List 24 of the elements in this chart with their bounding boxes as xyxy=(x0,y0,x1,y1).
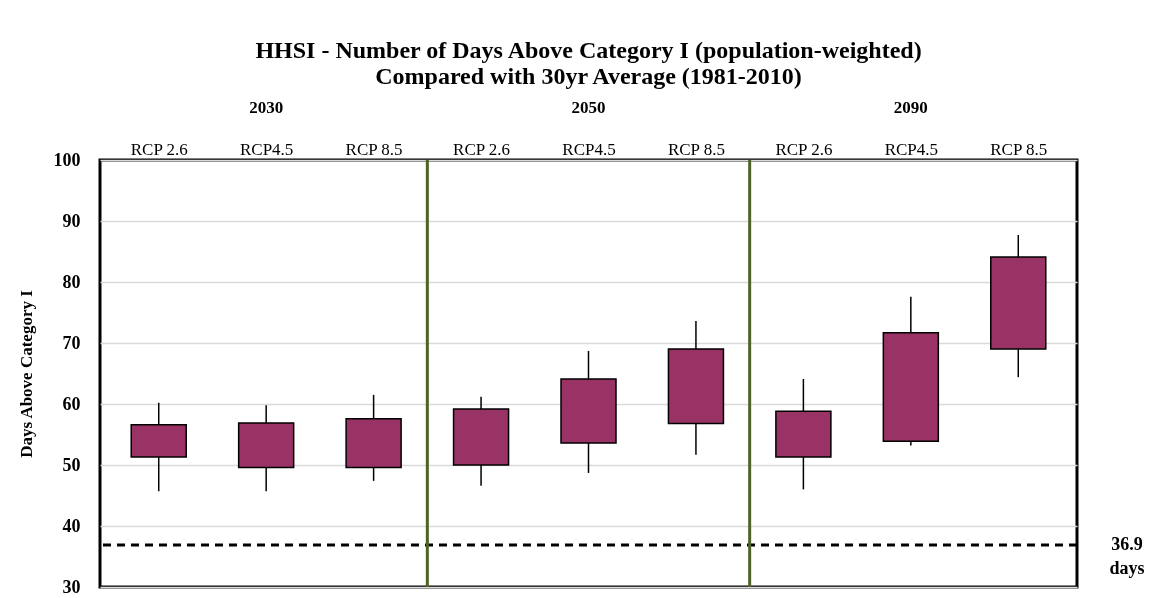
x-tick-label: RCP 8.5 xyxy=(990,139,1048,159)
text: 2090 xyxy=(893,98,928,117)
y-tick-label: 90 xyxy=(62,210,81,231)
y-tick-label: 80 xyxy=(62,271,81,292)
y-tick-label: 30 xyxy=(62,576,81,597)
chart-subtitle: Compared with 30yr Average (1981-2010) xyxy=(375,63,802,89)
chart-title: HHSI - Number of Days Above Category I (population-weighted) xyxy=(255,37,922,63)
y-tick-label: 60 xyxy=(62,393,81,414)
ref-line-label: 36.9 days xyxy=(1109,533,1145,578)
y-tick-label: 50 xyxy=(62,454,81,475)
x-tick-label: RCP4.5 xyxy=(884,139,939,159)
y-tick-label: 100 xyxy=(53,149,81,170)
x-tick-label: RCP 8.5 xyxy=(345,139,403,159)
y-tick-label: 70 xyxy=(62,332,81,353)
x-tick-label: RCP 8.5 xyxy=(667,139,725,159)
y-axis-title: Days Above Category I xyxy=(16,289,36,458)
y-tick-label: 40 xyxy=(62,515,81,536)
text: 2030 xyxy=(249,98,284,117)
x-tick-label: RCP 2.6 xyxy=(775,139,833,159)
x-tick-label: RCP4.5 xyxy=(562,139,616,159)
text: 2050 xyxy=(571,98,606,117)
x-tick-label: RCP4.5 xyxy=(239,139,294,159)
x-tick-label: RCP 2.6 xyxy=(453,139,511,159)
x-tick-label: RCP 2.6 xyxy=(130,139,188,159)
